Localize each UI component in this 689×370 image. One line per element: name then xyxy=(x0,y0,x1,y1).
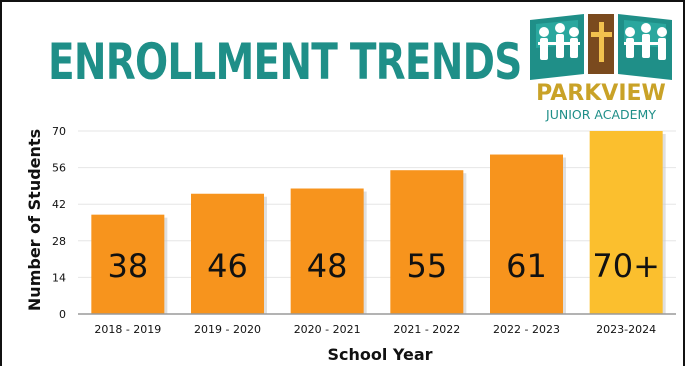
y-tick-label: 28 xyxy=(52,235,66,248)
chart-title: ENROLLMENT TRENDS xyxy=(48,33,522,91)
school-logo: PARKVIEW JUNIOR ACADEMY xyxy=(528,14,674,124)
bar-value-label: 48 xyxy=(307,247,348,285)
y-tick-label: 42 xyxy=(52,198,66,211)
bars: 38 46 48 55 61 70+ xyxy=(91,131,666,314)
y-tick-label: 14 xyxy=(52,271,66,284)
bar-value-label: 70+ xyxy=(592,247,660,285)
logo-emblem xyxy=(530,14,672,80)
bar xyxy=(91,214,165,314)
x-tick-label: 2021 - 2022 xyxy=(393,323,460,336)
bar xyxy=(191,193,264,314)
y-tick-label: 56 xyxy=(52,162,66,175)
y-axis-label: Number of Students xyxy=(25,129,44,311)
x-tick-label: 2020 - 2021 xyxy=(294,323,361,336)
bar-value-label: 55 xyxy=(406,247,447,285)
x-tick-label: 2022 - 2023 xyxy=(493,323,560,336)
x-tick-label: 2023-2024 xyxy=(596,323,656,336)
x-axis-label: School Year xyxy=(327,345,432,364)
logo-name: PARKVIEW xyxy=(536,81,666,106)
y-tick-label: 0 xyxy=(59,308,66,321)
x-axis-ticks: 2018 - 2019 2019 - 2020 2020 - 2021 2021 - … xyxy=(94,323,656,336)
y-axis-ticks: 0 14 28 42 56 70 xyxy=(52,125,66,321)
y-tick-label: 70 xyxy=(52,125,66,138)
gridlines xyxy=(78,130,676,315)
bar xyxy=(390,170,464,314)
bar xyxy=(589,131,663,314)
x-tick-label: 2018 - 2019 xyxy=(94,323,161,336)
bar-value-label: 46 xyxy=(207,247,248,285)
x-tick-label: 2019 - 2020 xyxy=(194,323,261,336)
logo-subtitle: JUNIOR ACADEMY xyxy=(546,107,656,122)
bar xyxy=(490,154,563,314)
bar-value-label: 61 xyxy=(506,247,547,285)
bar xyxy=(290,188,364,314)
bar-value-label: 38 xyxy=(107,247,148,285)
